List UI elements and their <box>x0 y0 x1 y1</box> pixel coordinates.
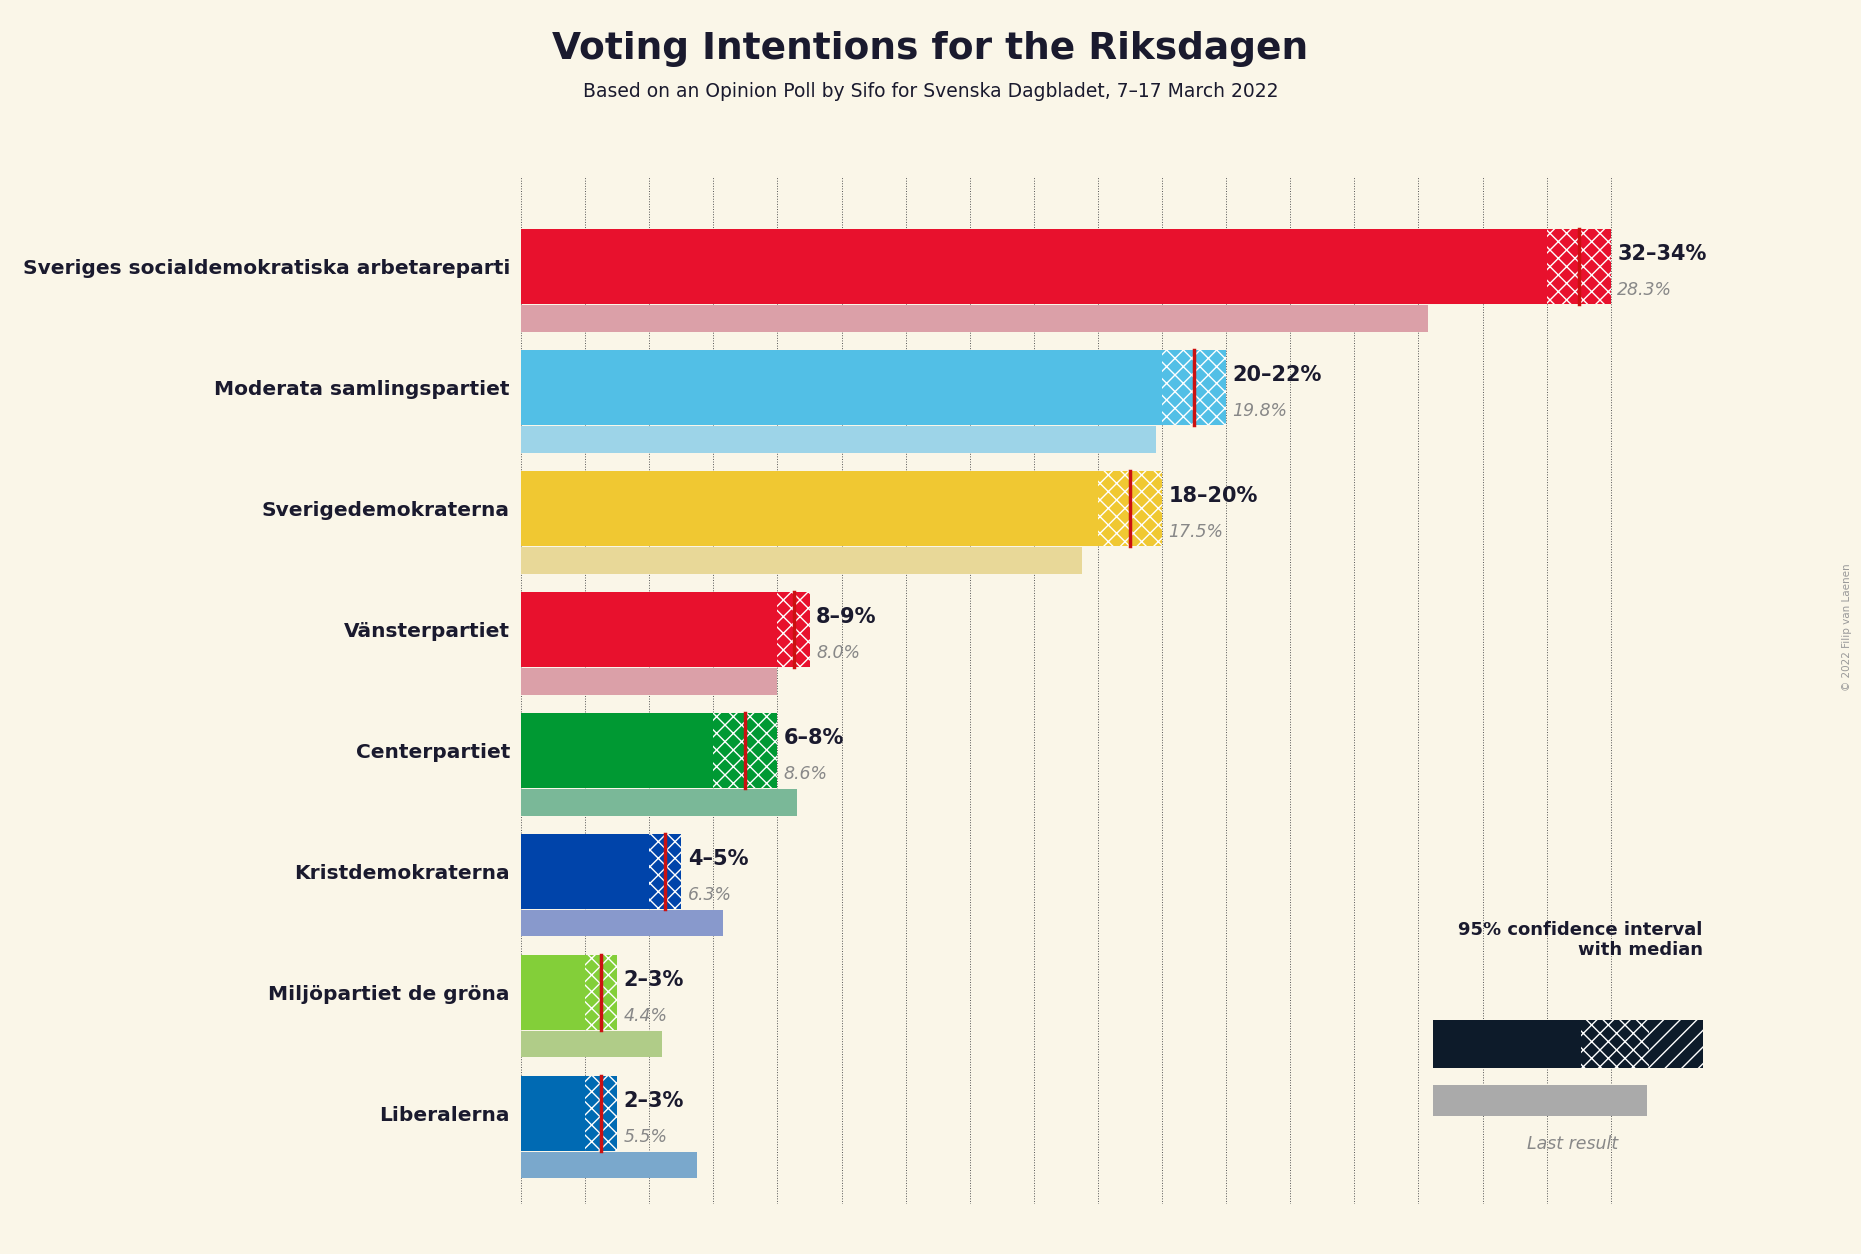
Bar <box>713 712 778 788</box>
Text: 8–9%: 8–9% <box>815 607 877 627</box>
Bar <box>521 305 1427 331</box>
Bar <box>521 1031 663 1057</box>
Bar <box>521 228 1546 303</box>
Text: Based on an Opinion Poll by Sifo for Svenska Dagbladet, 7–17 March 2022: Based on an Opinion Poll by Sifo for Sve… <box>582 82 1279 100</box>
Bar <box>521 592 778 667</box>
Text: 6–8%: 6–8% <box>783 729 845 749</box>
Text: 5.5%: 5.5% <box>623 1129 668 1146</box>
Bar <box>649 834 681 909</box>
Text: 28.3%: 28.3% <box>1617 281 1673 300</box>
Text: © 2022 Filip van Laenen: © 2022 Filip van Laenen <box>1842 563 1852 691</box>
Bar <box>521 834 649 909</box>
Bar <box>521 547 1081 573</box>
Bar <box>521 350 1161 425</box>
Bar <box>521 789 797 815</box>
Bar <box>778 592 810 667</box>
Text: 95% confidence interval
with median: 95% confidence interval with median <box>1459 920 1703 959</box>
Text: 8.0%: 8.0% <box>815 645 860 662</box>
Text: 6.3%: 6.3% <box>689 887 731 904</box>
Text: 4.4%: 4.4% <box>623 1007 668 1026</box>
Text: 4–5%: 4–5% <box>689 849 748 869</box>
Text: Last result: Last result <box>1526 1135 1619 1152</box>
Bar <box>521 1076 584 1151</box>
Bar <box>521 1152 698 1179</box>
Text: 32–34%: 32–34% <box>1617 245 1707 265</box>
Bar <box>584 954 618 1030</box>
Bar <box>521 954 584 1030</box>
Text: 2–3%: 2–3% <box>623 971 685 991</box>
Bar <box>1433 1085 1647 1116</box>
Bar <box>521 910 724 937</box>
Text: 17.5%: 17.5% <box>1169 523 1223 542</box>
Text: 2–3%: 2–3% <box>623 1091 685 1111</box>
Text: 8.6%: 8.6% <box>783 765 828 784</box>
Text: Voting Intentions for the Riksdagen: Voting Intentions for the Riksdagen <box>553 31 1308 68</box>
Bar <box>584 1076 618 1151</box>
Bar <box>1582 1020 1649 1068</box>
Text: 19.8%: 19.8% <box>1232 403 1288 420</box>
Bar <box>1098 470 1161 545</box>
Bar <box>1161 350 1226 425</box>
Bar <box>1433 1020 1582 1068</box>
Bar <box>521 668 778 695</box>
Bar <box>521 712 713 788</box>
Text: 18–20%: 18–20% <box>1169 487 1258 507</box>
Bar <box>521 426 1156 453</box>
Bar <box>1649 1020 1703 1068</box>
Bar <box>1546 228 1612 303</box>
Bar <box>521 470 1098 545</box>
Text: 20–22%: 20–22% <box>1232 365 1321 385</box>
